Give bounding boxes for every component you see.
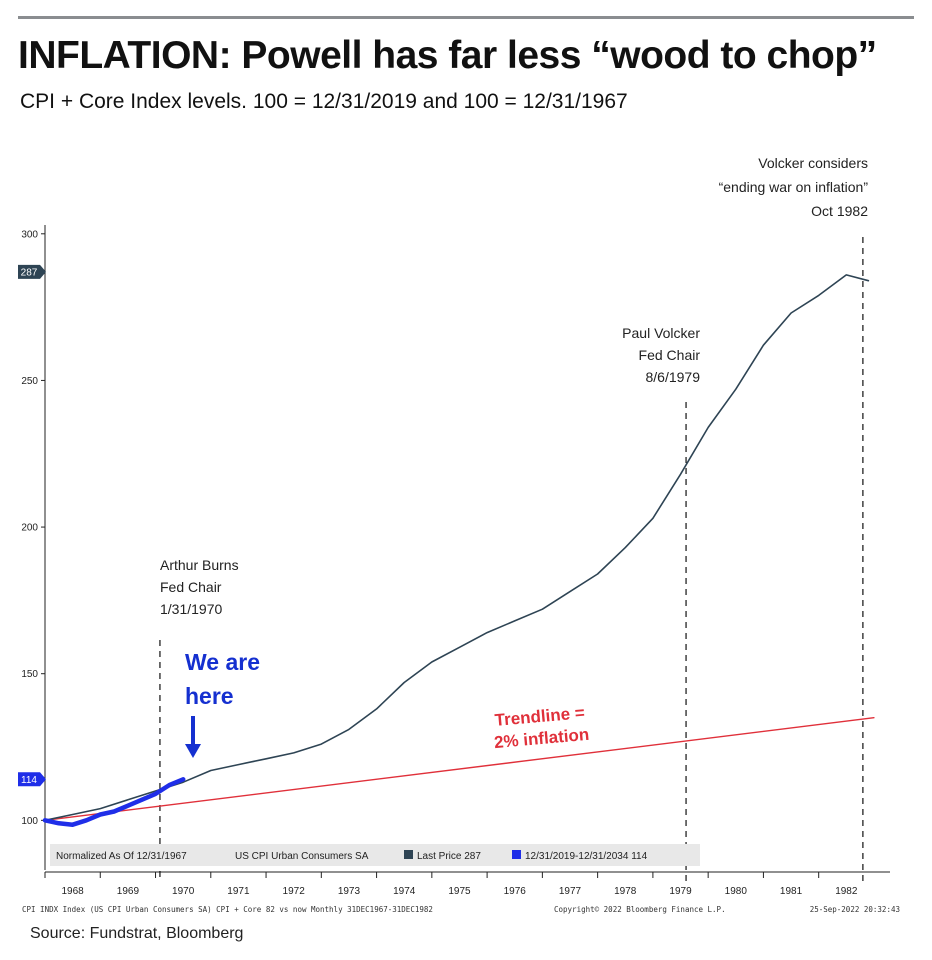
footer-left: CPI INDX Index (US CPI Urban Consumers S…: [22, 905, 433, 914]
x-tick-label-1973: 1973: [338, 886, 361, 897]
legend: Normalized As Of 12/31/1967 US CPI Urban…: [50, 844, 700, 866]
trendline-2pct: [44, 717, 875, 821]
y-tick-label-250: 250: [21, 376, 38, 387]
x-tick-label-1977: 1977: [559, 886, 582, 897]
arrow-head-icon: [185, 744, 201, 758]
footer-center: Copyright© 2022 Bloomberg Finance L.P.: [554, 905, 726, 914]
legend-background: [50, 844, 700, 866]
last-value-tag-287: [18, 264, 46, 279]
chart-footer: CPI INDX Index (US CPI Urban Consumers S…: [22, 905, 900, 914]
volcker-ending-line-2: “ending war on inflation”: [719, 179, 869, 195]
legend-series1-swatch: [404, 850, 413, 859]
burns-line-2: Fed Chair: [160, 579, 222, 595]
volcker-ending-line-3: Oct 1982: [811, 203, 868, 219]
legend-series1: US CPI Urban Consumers SA: [235, 851, 369, 862]
page-title: INFLATION: Powell has far less “wood to …: [18, 34, 877, 77]
x-tick-label-1982: 1982: [835, 886, 858, 897]
y-tick-label-300: 300: [21, 229, 38, 240]
trendline-label-2: 2% inflation: [493, 725, 590, 752]
cpi-1968-line: [44, 274, 870, 822]
series-group: [42, 274, 875, 827]
x-tick-label-1981: 1981: [780, 886, 803, 897]
annotation-we-are-here: We are here: [185, 649, 260, 758]
x-tick-label-1975: 1975: [448, 886, 471, 897]
burns-line-1: Arthur Burns: [160, 557, 239, 573]
source-note: Source: Fundstrat, Bloomberg: [30, 925, 244, 942]
last-value-tag-label-287: 287: [21, 267, 38, 278]
annotation-volcker-chair: Paul Volcker Fed Chair 8/6/1979: [622, 325, 700, 385]
burns-line-3: 1/31/1970: [160, 601, 222, 617]
y-axis-ticks: 100 150 200 250 300: [21, 229, 45, 827]
cpi-2020-line: [42, 777, 186, 827]
legend-series2-swatch: [512, 850, 521, 859]
volcker-chair-line-3: 8/6/1979: [646, 369, 701, 385]
y-tick-label-150: 150: [21, 669, 38, 680]
top-divider: [18, 16, 914, 19]
annotation-volcker-ending: Volcker considers “ending war on inflati…: [719, 155, 869, 219]
x-tick-label-1980: 1980: [725, 886, 748, 897]
legend-series1-last: Last Price 287: [417, 851, 481, 862]
legend-normalized: Normalized As Of 12/31/1967: [56, 851, 187, 862]
x-tick-label-1978: 1978: [614, 886, 637, 897]
last-value-tag-label-114: 114: [21, 775, 37, 786]
volcker-chair-line-2: Fed Chair: [639, 347, 701, 363]
last-value-tags: 287 114: [18, 264, 46, 787]
volcker-chair-line-1: Paul Volcker: [622, 325, 700, 341]
x-tick-label-1971: 1971: [227, 886, 250, 897]
annotation-burns: Arthur Burns Fed Chair 1/31/1970: [160, 557, 239, 617]
x-tick-label-1974: 1974: [393, 886, 416, 897]
x-tick-label-1968: 1968: [62, 886, 85, 897]
we-are-here-line-2: here: [185, 683, 234, 709]
event-lines: [159, 237, 864, 882]
annotation-trendline: Trendline = 2% inflation: [493, 703, 590, 752]
volcker-ending-line-1: Volcker considers: [758, 155, 868, 171]
legend-series2: 12/31/2019-12/31/2034 114: [525, 851, 648, 862]
y-tick-label-100: 100: [21, 816, 38, 827]
y-tick-label-200: 200: [21, 523, 38, 534]
footer-right: 25-Sep-2022 20:32:43: [810, 905, 900, 914]
x-tick-label-1979: 1979: [669, 886, 692, 897]
x-tick-label-1969: 1969: [117, 886, 140, 897]
x-tick-label-1970: 1970: [172, 886, 195, 897]
x-axis-ticks: 1968 1969 1970 1971 1972 1973 1974 1975 1976 1977…: [44, 872, 858, 897]
page-subtitle: CPI + Core Index levels. 100 = 12/31/201…: [20, 90, 628, 113]
x-tick-label-1976: 1976: [504, 886, 527, 897]
we-are-here-line-1: We are: [185, 649, 260, 675]
last-value-tag-114: [18, 772, 46, 787]
x-tick-label-1972: 1972: [283, 886, 306, 897]
